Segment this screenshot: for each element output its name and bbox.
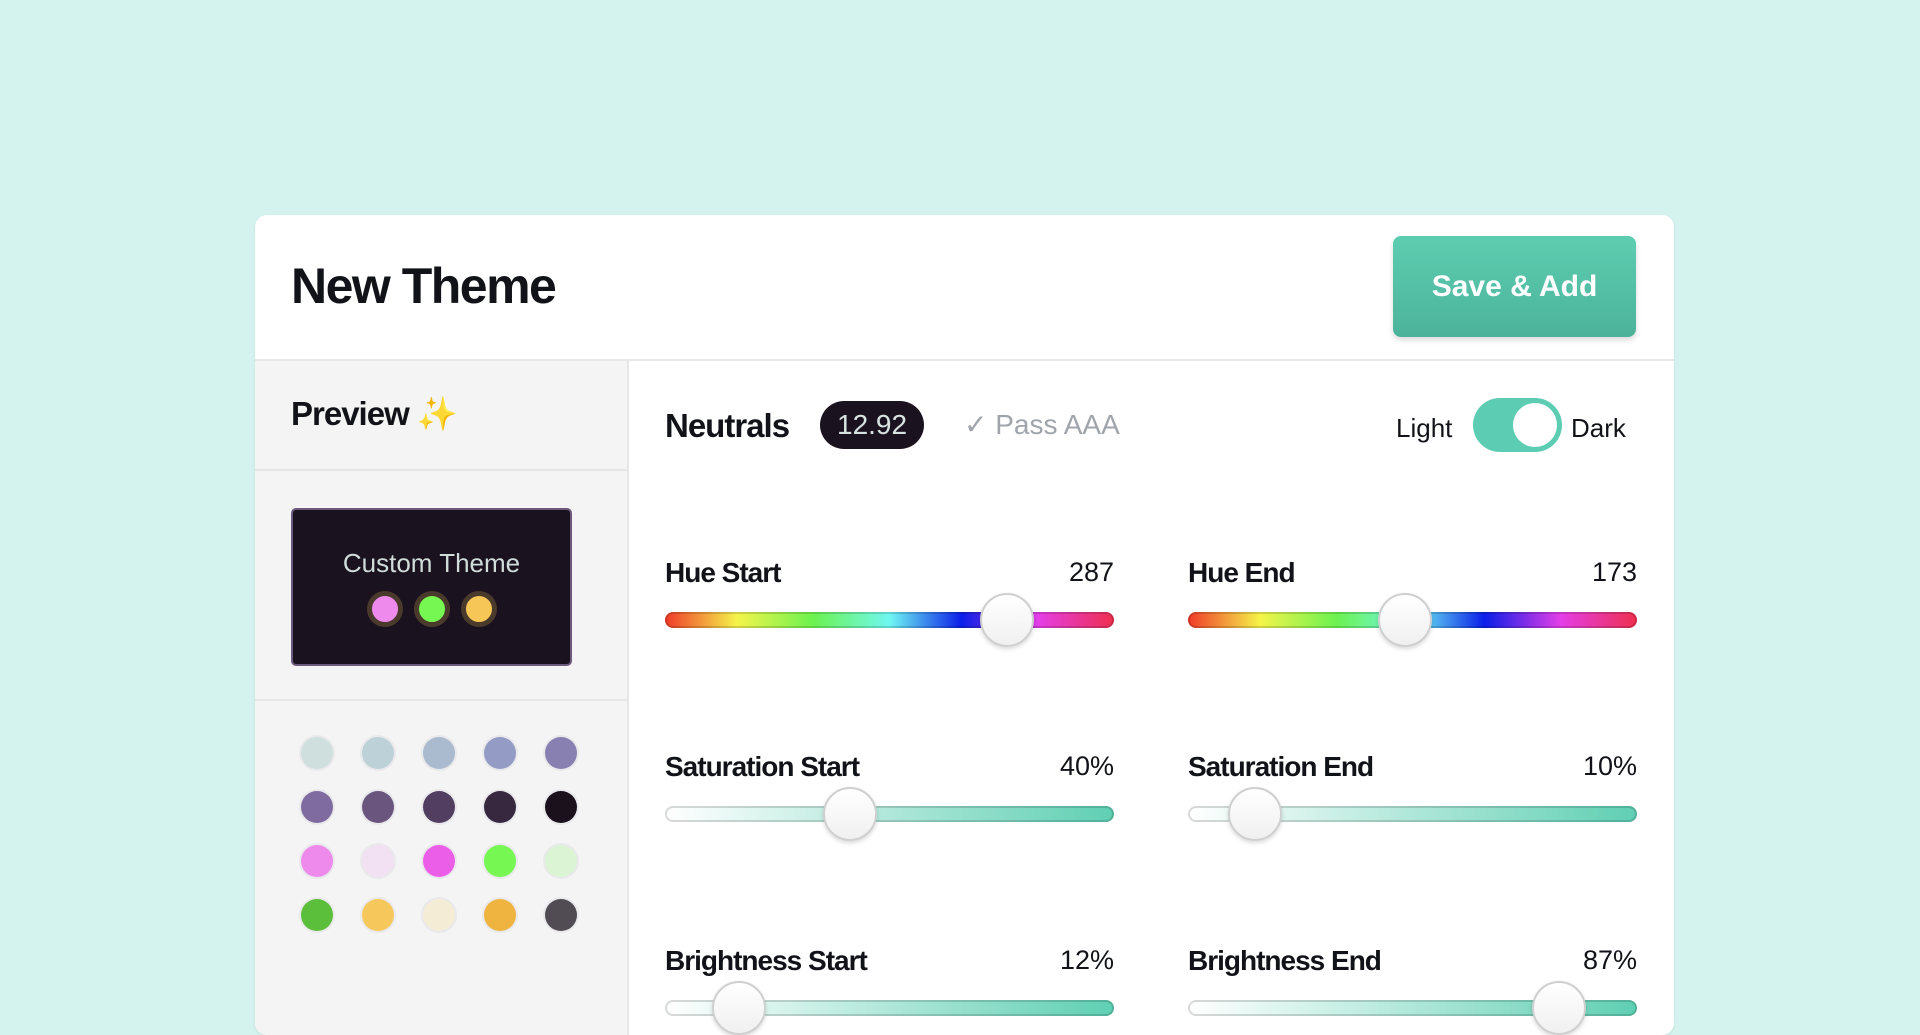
color-swatch[interactable] <box>301 899 333 931</box>
saturation-start-slider[interactable] <box>665 806 1114 822</box>
preview-sidebar: Preview ✨ Custom Theme <box>255 361 629 1035</box>
light-dark-toggle[interactable] <box>1473 398 1562 452</box>
color-swatch[interactable] <box>545 845 577 877</box>
sparkles-icon: ✨ <box>416 395 458 432</box>
color-swatch[interactable] <box>484 737 516 769</box>
color-swatch[interactable] <box>362 899 394 931</box>
saturation-end-slider[interactable] <box>1188 806 1637 822</box>
color-swatch[interactable] <box>545 791 577 823</box>
toggle-knob <box>1513 403 1557 447</box>
contrast-ratio-badge: 12.92 <box>820 401 925 449</box>
section-title: Neutrals <box>665 407 790 444</box>
saturation-end-slider-thumb[interactable] <box>1227 787 1282 841</box>
color-swatch[interactable] <box>423 845 455 877</box>
color-swatch[interactable] <box>423 737 455 769</box>
preview-title: Preview <box>291 395 410 432</box>
color-swatch[interactable] <box>301 737 333 769</box>
hue-start-value: 287 <box>1068 557 1114 587</box>
color-swatch[interactable] <box>301 791 333 823</box>
brightness-start-slider-thumb[interactable] <box>712 981 767 1035</box>
theme-color-dot <box>460 591 497 627</box>
theme-preview-card[interactable]: Custom Theme <box>291 508 572 666</box>
brightness-start-label: Brightness Start <box>665 945 868 976</box>
neutrals-panel: Neutrals 12.92 ✓ Pass AAA Light Dark Hue… <box>629 361 1674 1035</box>
hue-start-label: Hue Start <box>665 557 781 588</box>
color-swatch[interactable] <box>484 791 516 823</box>
color-swatch[interactable] <box>423 791 455 823</box>
hue-end-slider-thumb[interactable] <box>1377 593 1432 647</box>
save-and-add-button[interactable]: Save & Add <box>1393 236 1636 337</box>
color-swatch[interactable] <box>362 845 394 877</box>
preview-heading: Preview ✨ <box>291 395 458 434</box>
contrast-status: ✓ Pass AAA <box>964 409 1120 440</box>
hue-end-value: 173 <box>1591 557 1637 587</box>
color-swatch[interactable] <box>301 845 333 877</box>
color-swatch[interactable] <box>545 737 577 769</box>
hue-start-slider-thumb[interactable] <box>979 593 1034 647</box>
color-swatch[interactable] <box>545 899 577 931</box>
color-swatch[interactable] <box>484 899 516 931</box>
theme-color-dot <box>366 591 403 627</box>
dark-label: Dark <box>1571 413 1626 443</box>
hue-end-label: Hue End <box>1188 557 1296 588</box>
brightness-start-value: 12% <box>1059 945 1114 975</box>
brightness-end-slider-thumb[interactable] <box>1531 981 1586 1035</box>
saturation-end-label: Saturation End <box>1188 751 1374 782</box>
saturation-start-value: 40% <box>1059 751 1114 781</box>
hue-start-slider[interactable] <box>665 612 1114 628</box>
page-title: New Theme <box>291 258 557 314</box>
color-swatch[interactable] <box>423 899 455 931</box>
theme-name: Custom Theme <box>342 548 521 578</box>
saturation-start-label: Saturation Start <box>665 751 860 782</box>
color-swatch-grid <box>301 737 577 931</box>
brightness-end-value: 87% <box>1582 945 1637 975</box>
light-label: Light <box>1396 413 1453 443</box>
color-swatch[interactable] <box>362 737 394 769</box>
color-swatch[interactable] <box>362 791 394 823</box>
dialog-header: New Theme Save & Add <box>255 215 1674 361</box>
theme-color-dot <box>413 591 450 627</box>
theme-accent-dots <box>293 591 570 627</box>
saturation-start-slider-thumb[interactable] <box>823 787 877 841</box>
new-theme-dialog: New Theme Save & Add Preview ✨ Custom Th… <box>255 215 1674 1035</box>
color-swatch[interactable] <box>484 845 516 877</box>
saturation-end-value: 10% <box>1582 751 1637 781</box>
brightness-end-label: Brightness End <box>1188 945 1382 976</box>
